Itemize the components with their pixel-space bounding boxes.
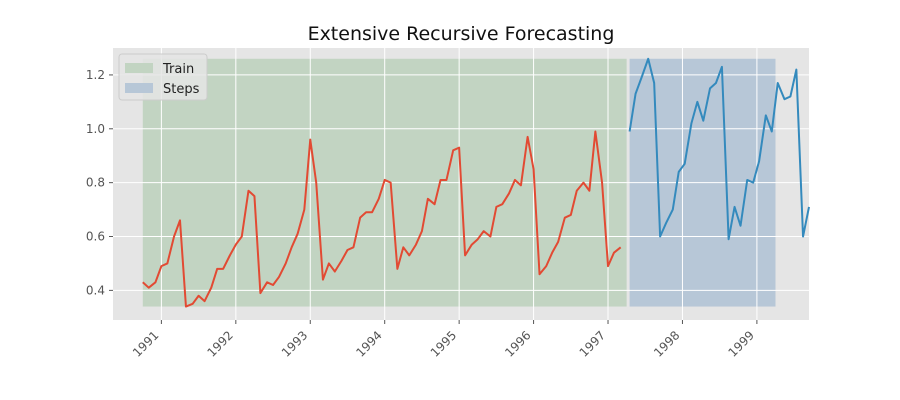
- y-axis: 0.4 0.6 0.8 1.0 1.2: [86, 68, 113, 297]
- chart-title: Extensive Recursive Forecasting: [308, 23, 615, 45]
- y-tick-label: 0.4: [86, 283, 105, 297]
- legend: Train Steps: [118, 53, 208, 101]
- legend-label: Steps: [163, 82, 200, 97]
- series-line-1: [628, 57, 810, 241]
- legend-swatch: [125, 63, 153, 73]
- y-tick-label: 0.8: [86, 176, 105, 190]
- legend-label: Train: [162, 62, 194, 77]
- y-tick-label: 1.0: [86, 122, 105, 136]
- series-layer: [142, 57, 810, 308]
- y-tick-label: 0.6: [86, 230, 105, 244]
- legend-swatch: [125, 83, 153, 93]
- y-tick-label: 1.2: [86, 68, 105, 82]
- series-line-0: [142, 130, 622, 308]
